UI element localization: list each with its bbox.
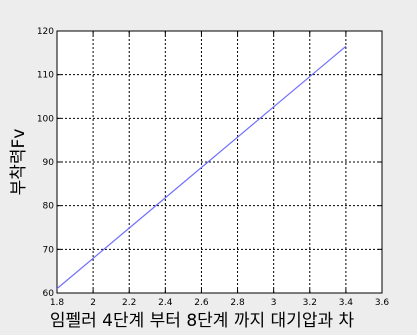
ticks: 1.8 2 2.2 2.4 2.6 2.8 3 3.2 3.4 3.6 60 70 80 90 100 110…: [37, 27, 390, 308]
y-tick-label: 80: [43, 202, 55, 212]
x-tick-label: 1.8: [50, 298, 65, 308]
y-axis-label: 부착력Fv: [9, 129, 29, 196]
x-axis-label: 임펠러 4단계 부터 8단계 까지 대기압과 차: [50, 311, 355, 331]
y-tick-label: 70: [43, 245, 55, 255]
y-tick-label: 120: [37, 27, 54, 37]
series: [56, 45, 347, 290]
y-tick-label: 60: [43, 289, 55, 299]
x-tick-label: 2: [90, 298, 96, 308]
series-line: [56, 45, 347, 290]
y-tick-label: 100: [37, 114, 54, 124]
plot-area: [56, 30, 383, 294]
x-tick-label: 3: [271, 298, 277, 308]
x-tick-label: 3.6: [375, 298, 390, 308]
y-tick-label: 90: [43, 158, 55, 168]
x-tick-label: 2.4: [158, 298, 173, 308]
x-tick-label: 2.6: [194, 298, 209, 308]
x-tick-label: 2.2: [122, 298, 136, 308]
x-tick-label: 2.8: [230, 298, 245, 308]
x-tick-label: 3.4: [339, 298, 354, 308]
x-tick-label: 3.2: [303, 298, 317, 308]
y-tick-label: 110: [37, 71, 54, 81]
